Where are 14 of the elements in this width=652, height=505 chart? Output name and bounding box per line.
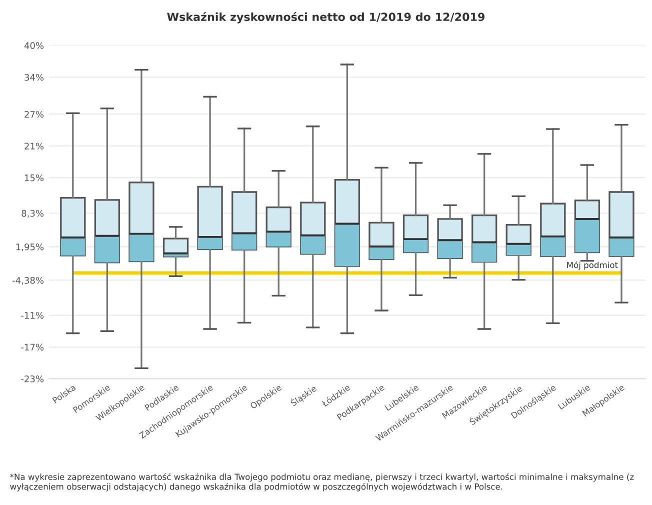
y-tick-label: 21%: [24, 142, 44, 150]
y-tick-label: 8,3%: [22, 210, 44, 218]
y-tick-label: 1,95%: [16, 243, 44, 252]
y-tick-label: 27%: [24, 110, 44, 118]
y-tick-label: -17%: [21, 344, 44, 351]
y-tick-label: 15%: [24, 174, 44, 182]
text: *Na wykresie zaprezentowano wartość wskaźnika dla Twojego podmiotu oraz medianę, pierwszy i trzeci kwartyl, wartości minimalne i maksymalne (z wyłączeniem obserwacji odstających) danego wskaźnika dla podmiotów w poszczególnych województwach i w Polsce.: [10, 473, 634, 492]
ref-line-label: Mój podmiot: [567, 261, 618, 270]
y-tick-label: 40%: [24, 42, 44, 50]
y-tick-label: 34%: [24, 74, 44, 81]
y-tick-label: -23%: [21, 375, 44, 382]
y-tick-label: -4,38%: [12, 276, 44, 285]
chart-title: Wskaźnik zyskowności netto od 1/2019 do 12/2019: [167, 12, 485, 24]
y-tick-label: -11%: [21, 312, 44, 319]
